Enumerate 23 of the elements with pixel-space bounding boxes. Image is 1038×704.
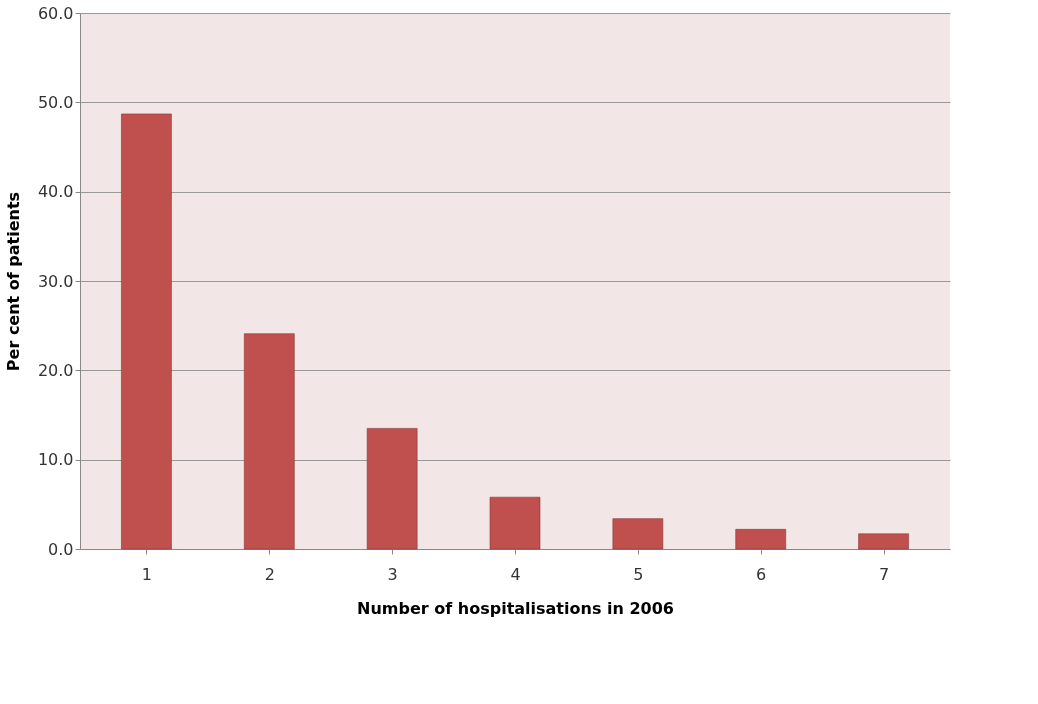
- x-tick-label: 2: [264, 564, 275, 584]
- bar: [858, 533, 909, 550]
- y-tick-label: 20.0: [37, 360, 74, 380]
- y-axis-title: Per cent of patients: [3, 191, 23, 372]
- bar: [121, 113, 172, 550]
- y-tick-label: 30.0: [37, 271, 74, 291]
- y-tick-label: 0.0: [48, 539, 74, 559]
- bar: [243, 333, 295, 550]
- bar: [489, 496, 541, 550]
- y-tick-label: 60.0: [37, 3, 74, 23]
- bar: [735, 529, 787, 550]
- x-tick-label: 6: [756, 564, 767, 584]
- bar: [612, 518, 664, 550]
- y-tick-label: 50.0: [37, 92, 74, 112]
- x-tick-label: 1: [141, 564, 153, 584]
- y-tick-label: 40.0: [37, 182, 74, 202]
- x-tick-label: 5: [633, 564, 644, 584]
- x-tick-label: 3: [387, 564, 398, 584]
- x-tick-label: 7: [878, 564, 890, 584]
- bar: [366, 428, 418, 550]
- y-tick-label: 10.0: [37, 450, 74, 470]
- x-axis-title: Number of hospitalisations in 2006: [357, 598, 674, 618]
- x-tick-label: 4: [510, 564, 521, 584]
